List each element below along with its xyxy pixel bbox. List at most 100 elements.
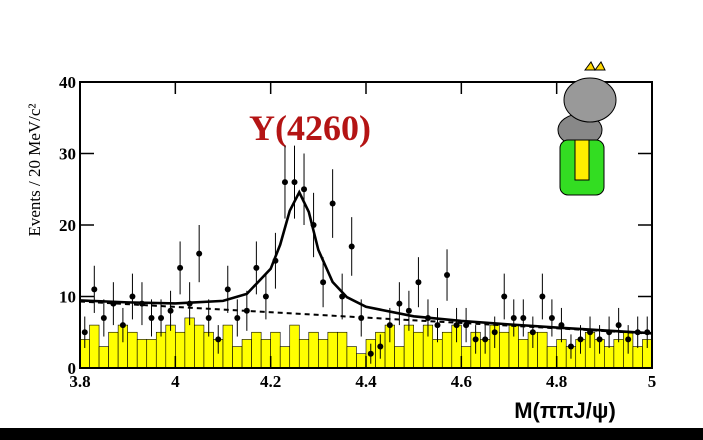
data-point	[434, 322, 441, 329]
annotation: Y(4260)	[249, 108, 371, 148]
histogram-bin	[260, 339, 271, 369]
histogram-bin	[136, 339, 148, 369]
histogram-bin	[537, 331, 548, 369]
data-point	[91, 286, 98, 293]
histogram-bin	[327, 331, 338, 369]
x-tick-label: 3.8	[69, 372, 90, 391]
data-point	[100, 314, 107, 321]
y-tick-label: 10	[59, 288, 76, 307]
x-tick-label: 4.2	[260, 372, 281, 391]
data-point	[119, 322, 126, 329]
data-point	[625, 336, 632, 343]
histogram-bin	[251, 331, 262, 369]
data-point	[415, 279, 422, 286]
data-point	[396, 300, 403, 307]
signal-fit	[79, 189, 653, 335]
data-point	[158, 314, 165, 321]
y-tick-label: 0	[68, 359, 77, 378]
histogram-bin	[222, 324, 233, 369]
footer-bar	[0, 428, 703, 440]
data-point	[548, 314, 555, 321]
histogram-bin	[108, 331, 119, 369]
y-tick-label: 20	[59, 216, 76, 235]
data-point	[539, 293, 546, 300]
data-point	[348, 243, 355, 250]
x-tick-label: 4.8	[546, 372, 567, 391]
histogram-bin	[394, 346, 405, 369]
histogram-bin	[155, 331, 167, 369]
histogram-bin	[184, 317, 195, 369]
data-point	[386, 322, 393, 329]
x-tick-label: 4.4	[355, 372, 377, 391]
histogram-bin	[241, 339, 252, 369]
histogram-bin	[127, 331, 138, 369]
histogram-bin	[279, 346, 291, 369]
histogram-bin	[461, 346, 472, 369]
data-point	[520, 314, 527, 321]
histogram-bin	[556, 339, 567, 369]
data-point	[215, 336, 222, 343]
data-point	[224, 286, 231, 293]
data-point	[320, 279, 327, 286]
data-point	[196, 250, 203, 257]
x-axis-label: M(ππJ/ψ)	[514, 398, 616, 423]
histogram-bin	[308, 331, 319, 369]
x-tick-label: 4.6	[451, 372, 472, 391]
histogram-bin	[632, 346, 643, 369]
data-point	[262, 293, 269, 300]
data-point	[405, 307, 412, 314]
y-axis-label: Events / 20 MeV/c²	[25, 103, 44, 236]
histogram-bin	[175, 331, 186, 369]
data-point	[167, 307, 174, 314]
data-point	[129, 293, 136, 300]
data-point	[577, 336, 584, 343]
histogram-bin	[318, 339, 329, 369]
data-point	[444, 272, 451, 279]
histogram-bin	[98, 346, 109, 369]
data-point	[243, 307, 250, 314]
histogram-bin	[432, 339, 443, 369]
histogram-bin	[337, 331, 348, 369]
histogram-bin	[518, 339, 529, 369]
histogram-bin	[165, 324, 176, 369]
data-point	[148, 314, 155, 321]
data-point	[177, 264, 184, 271]
data-point	[377, 343, 384, 350]
data-point	[472, 336, 479, 343]
data-point	[301, 186, 308, 193]
histogram-bin	[356, 353, 367, 369]
histogram-bin	[203, 331, 214, 369]
data-point	[491, 329, 498, 336]
data-point	[367, 350, 374, 357]
data-point	[234, 314, 241, 321]
histogram-bin	[546, 346, 557, 369]
mascot	[557, 61, 617, 196]
data-point	[281, 179, 288, 186]
histogram-bin	[613, 339, 624, 369]
data-point	[596, 336, 603, 343]
histogram-bin	[270, 331, 281, 369]
data-point	[615, 322, 622, 329]
data-point	[510, 314, 517, 321]
histogram-bin	[346, 346, 357, 369]
histogram-bin	[403, 324, 414, 369]
x-tick-label: 5	[648, 372, 657, 391]
histogram-bin	[298, 339, 310, 369]
histogram-bin	[604, 346, 615, 369]
histogram-bin	[146, 339, 157, 369]
data-point	[482, 336, 489, 343]
data-point	[501, 293, 508, 300]
data-point	[567, 343, 574, 350]
y-tick-label: 30	[59, 145, 76, 164]
histogram-bin	[232, 346, 243, 369]
data-point	[253, 264, 260, 271]
data-point	[291, 179, 298, 186]
histogram-bin	[499, 331, 510, 369]
data-point	[329, 200, 336, 207]
histogram-bin	[194, 324, 205, 369]
data-point	[81, 329, 88, 336]
histogram-bin	[413, 331, 424, 369]
histogram-bin	[289, 324, 300, 369]
y-tick-label: 40	[59, 73, 76, 92]
